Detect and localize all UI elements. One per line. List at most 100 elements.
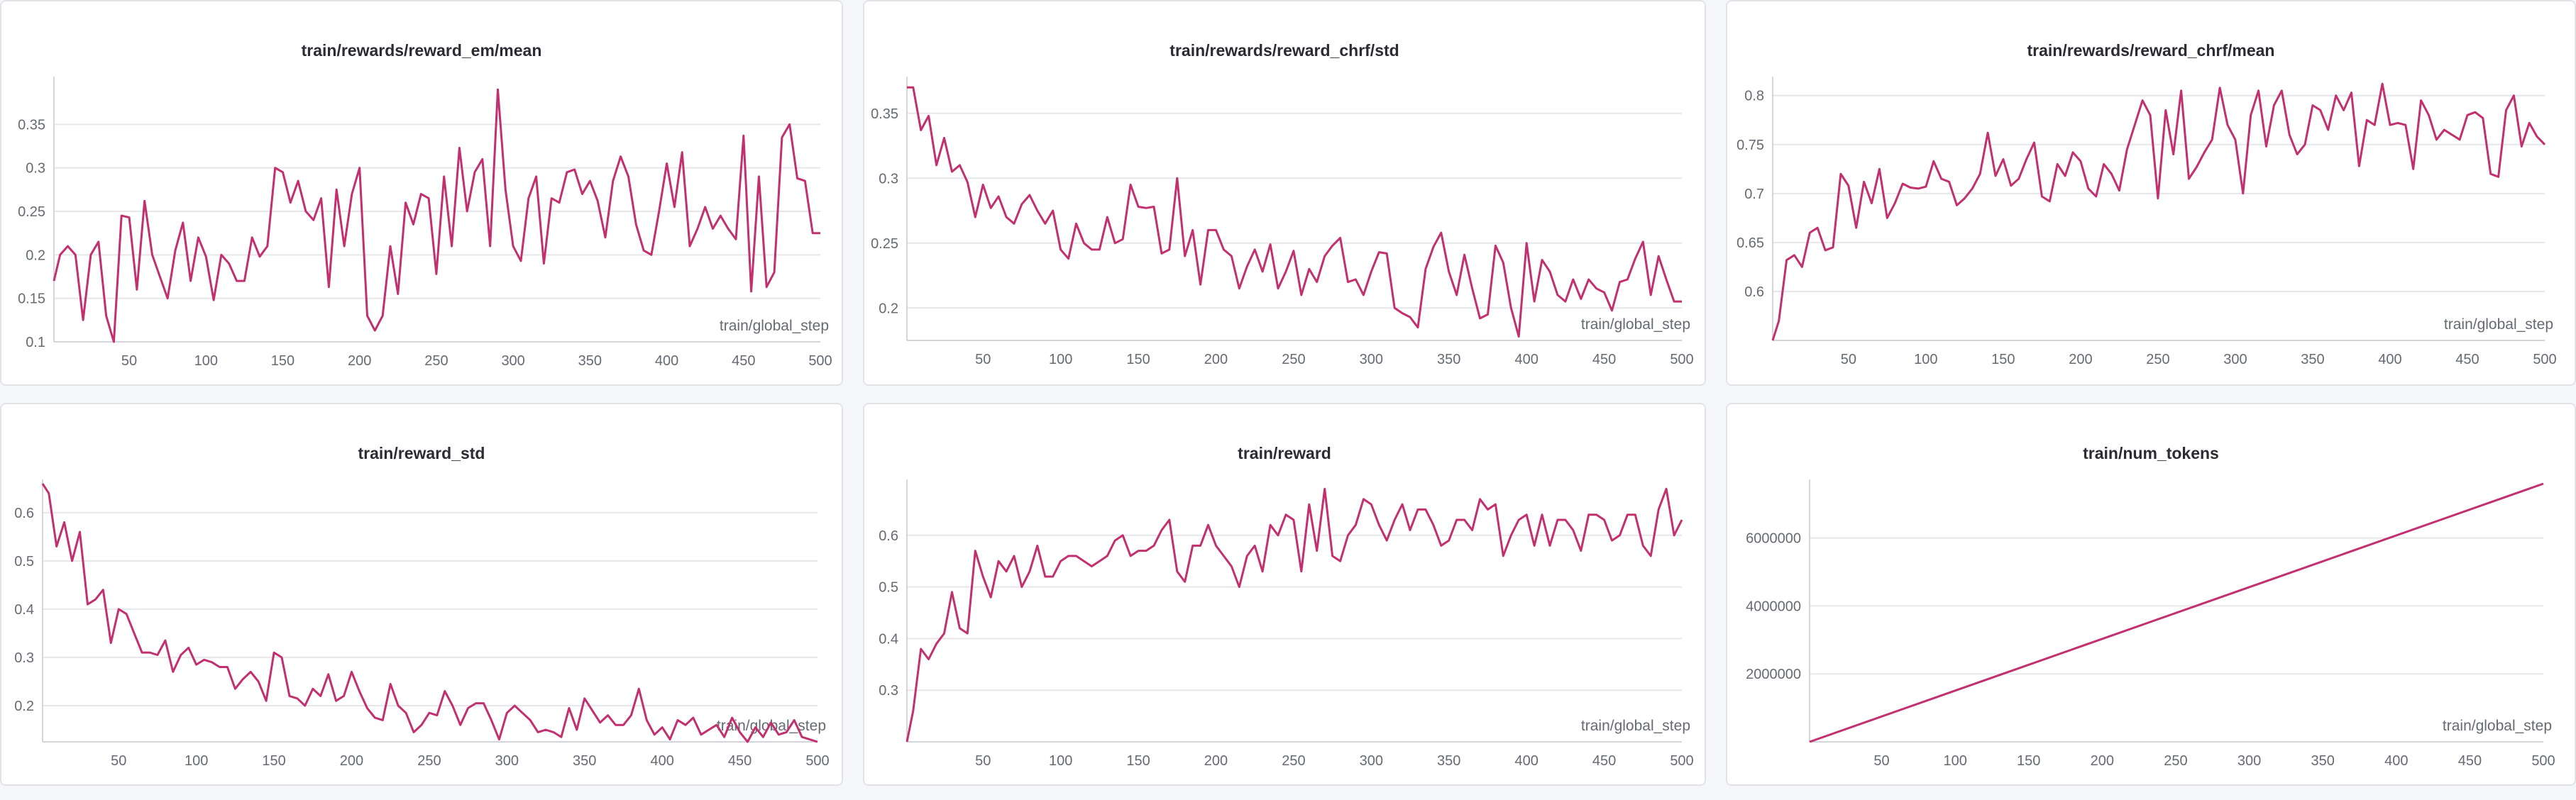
y-tick-label: 0.3 bbox=[879, 171, 898, 187]
x-tick-label: 450 bbox=[728, 753, 752, 769]
y-tick-label: 0.5 bbox=[14, 554, 34, 570]
x-tick-label: 250 bbox=[2164, 753, 2187, 769]
x-tick-label: 150 bbox=[2017, 753, 2040, 769]
x-tick-label: 150 bbox=[262, 753, 285, 769]
x-tick-label: 100 bbox=[1049, 753, 1072, 769]
y-tick-label: 0.6 bbox=[879, 528, 898, 544]
x-tick-label: 200 bbox=[2069, 352, 2092, 367]
chart-panel-reward-chrf-std: train/rewards/reward_chrf/std 0.2 0.25 0.3… bbox=[863, 0, 1706, 386]
chart-panel-num-tokens: train/num_tokens 2000000 4000000 6000000 50… bbox=[1726, 403, 2576, 786]
y-tick-label: 0.25 bbox=[18, 204, 45, 220]
chart-title: train/reward bbox=[1238, 444, 1331, 462]
x-tick-label: 300 bbox=[2223, 352, 2247, 367]
x-tick-label: 500 bbox=[2531, 753, 2555, 769]
x-tick-label: 300 bbox=[495, 753, 519, 769]
x-tick-label: 300 bbox=[1360, 352, 1383, 367]
x-tick-label: 150 bbox=[1126, 352, 1150, 367]
series-line bbox=[1771, 82, 2546, 341]
x-tick-label: 50 bbox=[1841, 352, 1856, 367]
chart-title: train/reward_std bbox=[358, 444, 485, 462]
y-tick-label: 6000000 bbox=[1746, 531, 1801, 547]
y-tick-label: 0.7 bbox=[1744, 187, 1764, 202]
x-tick-label: 200 bbox=[340, 753, 363, 769]
x-tick-label: 250 bbox=[2146, 352, 2169, 367]
x-tick-label: 350 bbox=[2301, 352, 2324, 367]
y-tick-label: 0.5 bbox=[879, 580, 898, 596]
y-tick-label: 0.65 bbox=[1736, 235, 1764, 251]
chart-title: train/rewards/reward_chrf/std bbox=[1169, 41, 1399, 60]
x-tick-label: 500 bbox=[2533, 352, 2556, 367]
y-tick-label: 0.2 bbox=[879, 301, 898, 316]
y-tick-label: 0.35 bbox=[18, 117, 45, 133]
x-tick-label: 300 bbox=[1360, 753, 1383, 769]
x-tick-label: 100 bbox=[1943, 753, 1966, 769]
x-tick-label: 200 bbox=[348, 353, 371, 369]
series-line bbox=[53, 88, 820, 343]
x-tick-label: 200 bbox=[2091, 753, 2114, 769]
y-tick-label: 0.8 bbox=[1744, 89, 1764, 104]
chart-title: train/rewards/reward_em/mean bbox=[301, 41, 542, 60]
x-tick-label: 400 bbox=[1514, 753, 1538, 769]
x-tick-label: 200 bbox=[1204, 753, 1228, 769]
x-tick-label: 350 bbox=[2311, 753, 2334, 769]
chart-title: train/num_tokens bbox=[2083, 444, 2219, 462]
x-tick-label: 250 bbox=[1282, 352, 1305, 367]
x-tick-label: 150 bbox=[1991, 352, 2015, 367]
y-tick-label: 0.4 bbox=[879, 631, 898, 647]
x-tick-label: 250 bbox=[424, 353, 448, 369]
x-axis-title: train/global_step bbox=[1581, 718, 1690, 734]
x-tick-label: 450 bbox=[2455, 352, 2479, 367]
x-tick-label: 300 bbox=[501, 353, 524, 369]
chart-svg: 0.6 0.65 0.7 0.75 0.8 50 100 150 200 250 300 350 400… bbox=[1736, 77, 2557, 367]
x-tick-label: 100 bbox=[185, 753, 208, 769]
chart-svg: 0.1 0.15 0.2 0.25 0.3 0.35 50 100 150 200 250 300 35… bbox=[18, 77, 832, 369]
x-tick-label: 350 bbox=[578, 353, 602, 369]
series-line bbox=[41, 483, 818, 743]
series-line bbox=[907, 86, 1682, 338]
x-tick-label: 50 bbox=[121, 353, 137, 369]
x-tick-label: 300 bbox=[2238, 753, 2261, 769]
x-tick-label: 350 bbox=[1437, 753, 1460, 769]
x-tick-label: 400 bbox=[2378, 352, 2401, 367]
x-tick-label: 450 bbox=[1592, 753, 1616, 769]
x-tick-label: 500 bbox=[1670, 753, 1693, 769]
chart-svg: 0.2 0.3 0.4 0.5 0.6 50 100 150 200 250 300 350 400 45… bbox=[14, 479, 830, 769]
chart-panel-reward: train/reward 0.3 0.4 0.5 0.6 50 100 150 200 250 3… bbox=[863, 403, 1706, 786]
y-tick-label: 0.15 bbox=[18, 291, 45, 307]
x-tick-label: 350 bbox=[573, 753, 596, 769]
chart-panel-reward-em-mean: train/rewards/reward_em/mean 0.1 0.15 0.2 0… bbox=[0, 0, 843, 386]
x-tick-label: 100 bbox=[1049, 352, 1072, 367]
chart-title: train/rewards/reward_chrf/mean bbox=[2027, 41, 2275, 60]
x-axis-title: train/global_step bbox=[2443, 718, 2552, 734]
x-tick-label: 500 bbox=[808, 353, 832, 369]
series-line bbox=[1809, 482, 2544, 743]
x-tick-label: 50 bbox=[975, 352, 991, 367]
y-tick-label: 2000000 bbox=[1746, 667, 1801, 682]
x-tick-label: 50 bbox=[975, 753, 991, 769]
x-tick-label: 500 bbox=[1670, 352, 1693, 367]
x-tick-label: 350 bbox=[1437, 352, 1460, 367]
x-tick-label: 450 bbox=[1592, 352, 1616, 367]
y-tick-label: 0.3 bbox=[14, 650, 34, 666]
x-tick-label: 500 bbox=[805, 753, 829, 769]
x-tick-label: 250 bbox=[1282, 753, 1305, 769]
x-tick-label: 400 bbox=[655, 353, 678, 369]
chart-svg: 0.2 0.25 0.3 0.35 50 100 150 200 250 300 350 400 450… bbox=[871, 77, 1694, 367]
y-tick-label: 0.2 bbox=[26, 248, 45, 263]
y-tick-label: 0.6 bbox=[14, 506, 34, 521]
y-tick-label: 0.2 bbox=[14, 699, 34, 714]
x-tick-label: 50 bbox=[111, 753, 126, 769]
y-tick-label: 0.3 bbox=[26, 161, 45, 177]
y-tick-label: 0.1 bbox=[26, 335, 45, 350]
x-tick-label: 50 bbox=[1873, 753, 1889, 769]
x-tick-label: 450 bbox=[732, 353, 755, 369]
x-axis-title: train/global_step bbox=[2444, 316, 2553, 333]
x-tick-label: 100 bbox=[194, 353, 218, 369]
chart-svg: 2000000 4000000 6000000 50 100 150 200 250 300 35… bbox=[1746, 479, 2555, 769]
x-tick-label: 100 bbox=[1914, 352, 1937, 367]
x-tick-label: 150 bbox=[1126, 753, 1150, 769]
y-tick-label: 0.35 bbox=[871, 106, 898, 122]
chart-panel-reward-std: train/reward_std 0.2 0.3 0.4 0.5 0.6 50 100 150… bbox=[0, 403, 843, 786]
y-tick-label: 0.4 bbox=[14, 602, 34, 618]
x-tick-label: 400 bbox=[650, 753, 673, 769]
